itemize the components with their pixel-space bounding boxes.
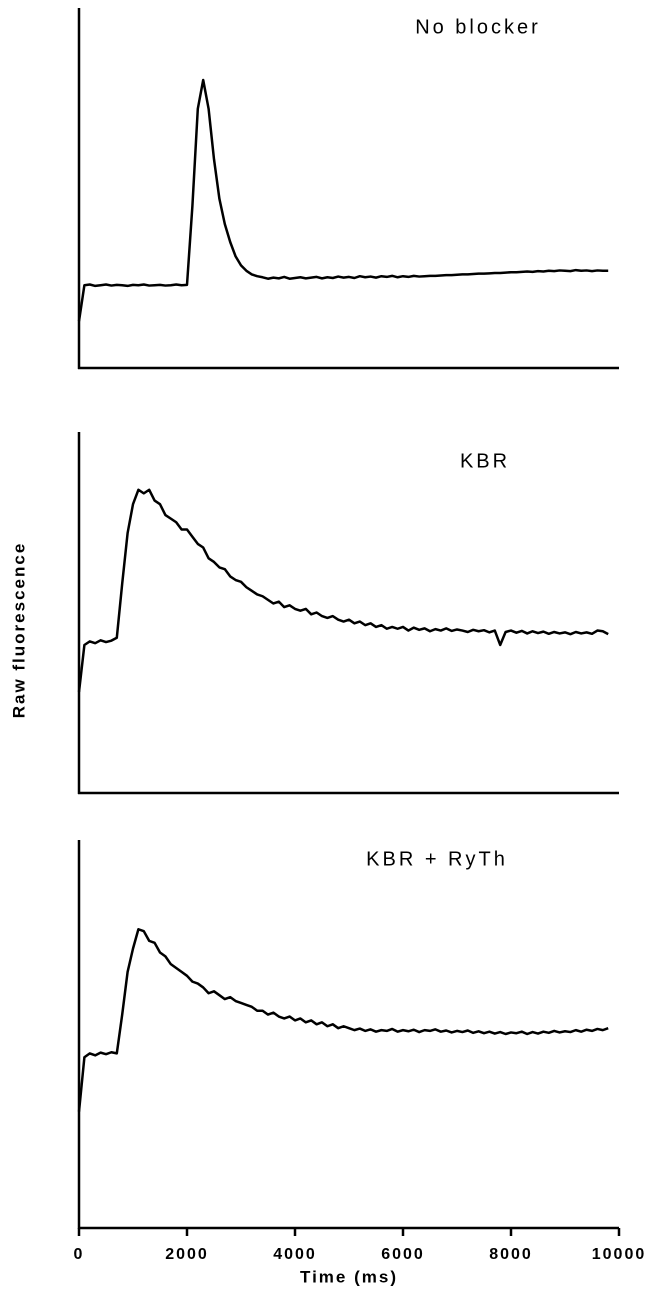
panel-title: KBR + RyTh	[366, 848, 508, 870]
trace	[77, 78, 609, 322]
x-tick-label: 0	[74, 1246, 85, 1263]
panel-title: No blocker	[415, 16, 541, 38]
x-axis-label: Time (ms)	[300, 1267, 398, 1286]
x-tick-label: 10000	[592, 1246, 647, 1263]
x-tick-label: 6000	[381, 1246, 425, 1263]
x-tick-label: 8000	[489, 1246, 533, 1263]
y-axis-label: Raw fluorescence	[9, 542, 28, 719]
x-tick-label: 4000	[273, 1246, 317, 1263]
trace	[77, 488, 609, 693]
trace	[77, 927, 609, 1112]
panel-title: KBR	[460, 450, 510, 472]
x-tick-label: 2000	[165, 1246, 209, 1263]
